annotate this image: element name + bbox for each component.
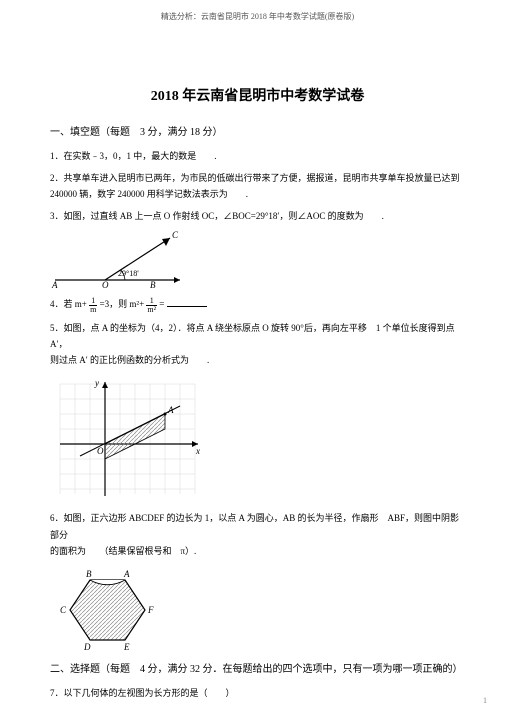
q5-line2: 则过点 A′ 的正比例函数的分析式为 .	[50, 355, 209, 365]
pt-A: A	[51, 280, 58, 290]
pt-O: O	[102, 280, 109, 290]
hex-C: C	[60, 605, 67, 615]
hex-D: D	[83, 642, 91, 652]
exam-title: 2018 年云南省昆明市中考数学试卷	[50, 84, 465, 109]
question-5: 5．如图，点 A 的坐标为（4，2）．将点 A 绕坐标原点 O 旋转 90°后，…	[50, 320, 465, 369]
question-7: 7．以下几何体的左视图为长方形的是（ ）	[50, 685, 465, 701]
pt-B: B	[150, 280, 156, 290]
q5-line1: 5．如图，点 A 的坐标为（4，2）．将点 A 绕坐标原点 O 旋转 90°后，…	[50, 323, 455, 349]
figure-q3: 29°18' A O B C	[50, 230, 465, 290]
q4-part-b: =3，则 m²+	[100, 299, 145, 309]
question-2: 2．共享单车进入昆明市已两年，为市民的低碳出行带来了方便，据报道，昆明市共享单车…	[50, 170, 465, 202]
q4-part-c: =	[159, 299, 164, 309]
y-axis-label: y	[94, 378, 99, 388]
q6-line1: 6．如图，正六边形 ABCDEF 的边长为 1，以点 A 为圆心，AB 的长为半…	[50, 513, 459, 539]
frac-1-over-m2: 1m²	[146, 297, 157, 314]
doc-header: 精选分析：云南省昆明市 2018 年中考数学试题(原卷版)	[50, 10, 465, 24]
frac-1-over-m: 1m	[89, 297, 97, 314]
pt-A-grid: A	[167, 405, 174, 415]
question-4: 4．若 m+ 1m =3，则 m²+ 1m² =	[50, 296, 465, 313]
origin-label: O	[97, 446, 104, 456]
q2-line1: 2．共享单车进入昆明市已两年，为市民的低碳出行带来了方便，据报道，昆明市共享单车…	[50, 173, 460, 183]
figure-q6: B A F E D C	[50, 565, 465, 655]
hex-F: F	[147, 605, 154, 615]
q4-part-a: 4．若 m+	[50, 299, 87, 309]
angle-label: 29°18'	[118, 269, 139, 278]
q2-line2: 240000 辆，数字 240000 用科学记数法表示为 .	[50, 189, 248, 199]
hex-A: A	[123, 569, 130, 579]
section-1-heading: 一、填空题（每题 3 分，满分 18 分）	[50, 124, 465, 142]
question-6: 6．如图，正六边形 ABCDEF 的边长为 1，以点 A 为圆心，AB 的长为半…	[50, 510, 465, 559]
figure-q5: A O x y	[50, 374, 465, 504]
question-3: 3．如图，过直线 AB 上一点 O 作射线 OC，∠BOC=29°18′，则∠A…	[50, 208, 465, 224]
pt-C: C	[172, 230, 179, 240]
page-number: 1	[483, 694, 487, 708]
hex-E: E	[123, 642, 130, 652]
q6-line2: 的面积为 （结果保留根号和 π）.	[50, 546, 196, 556]
question-1: 1．在实数﹣3，0，1 中，最大的数是 .	[50, 148, 465, 164]
hex-B: B	[86, 569, 92, 579]
x-axis-label: x	[195, 446, 200, 456]
section-2-heading: 二、选择题（每题 4 分，满分 32 分．在每题给出的四个选项中，只有一项为哪一…	[50, 661, 465, 679]
blank-q4	[167, 297, 207, 307]
